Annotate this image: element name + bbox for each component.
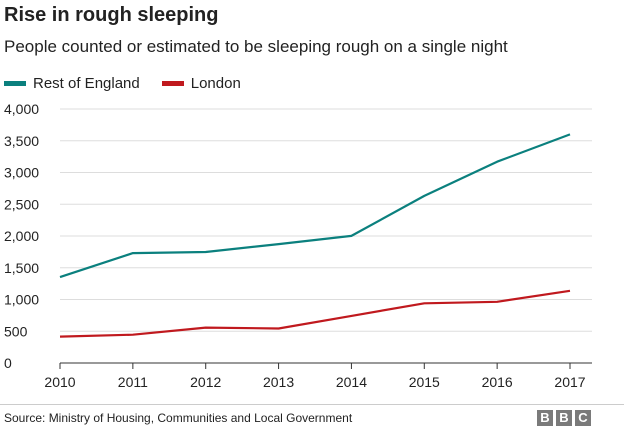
footer-divider xyxy=(0,404,624,405)
x-tick-label: 2017 xyxy=(554,374,585,390)
legend: Rest of England London xyxy=(4,73,263,93)
bbc-logo-letter: B xyxy=(556,410,572,426)
legend-swatch-rest-of-england xyxy=(4,80,26,86)
y-tick-label: 0 xyxy=(4,355,12,371)
y-tick-label: 3,000 xyxy=(4,165,39,181)
x-tick-label: 2016 xyxy=(482,374,513,390)
series-line-rest-of-england xyxy=(59,133,571,279)
bbc-logo-letter: B xyxy=(537,410,553,426)
bbc-logo-letter: C xyxy=(575,410,591,426)
x-tick-label: 2013 xyxy=(263,374,294,390)
x-tick-label: 2014 xyxy=(336,374,367,390)
y-tick-label: 500 xyxy=(4,323,28,339)
y-tick-label: 1,000 xyxy=(4,292,39,308)
source-note: Source: Ministry of Housing, Communities… xyxy=(4,411,353,425)
chart-title: Rise in rough sleeping xyxy=(4,4,219,26)
y-tick-label: 1,500 xyxy=(4,260,39,276)
x-tick-label: 2010 xyxy=(44,374,75,390)
legend-item-rest-of-england: Rest of England xyxy=(4,75,140,92)
series-line-london xyxy=(59,289,571,338)
chart-subtitle: People counted or estimated to be sleepi… xyxy=(4,37,508,56)
y-tick-label: 4,000 xyxy=(4,101,39,117)
x-tick-label: 2011 xyxy=(118,374,148,390)
x-tick-label: 2012 xyxy=(190,374,221,390)
x-tick-label: 2015 xyxy=(409,374,440,390)
legend-item-london: London xyxy=(161,74,241,92)
bbc-logo: B B C xyxy=(534,410,591,426)
legend-swatch-london xyxy=(161,80,184,86)
legend-label-london: London xyxy=(190,74,241,92)
line-chart: 0 500 1,000 1,500 2,000 2,500 3,000 3,500 4,000 2… xyxy=(4,101,592,390)
y-tick-label: 2,000 xyxy=(4,228,39,244)
y-tick-label: 2,500 xyxy=(4,196,39,212)
legend-label-rest-of-england: Rest of England xyxy=(33,74,140,92)
y-tick-label: 3,500 xyxy=(4,133,39,149)
